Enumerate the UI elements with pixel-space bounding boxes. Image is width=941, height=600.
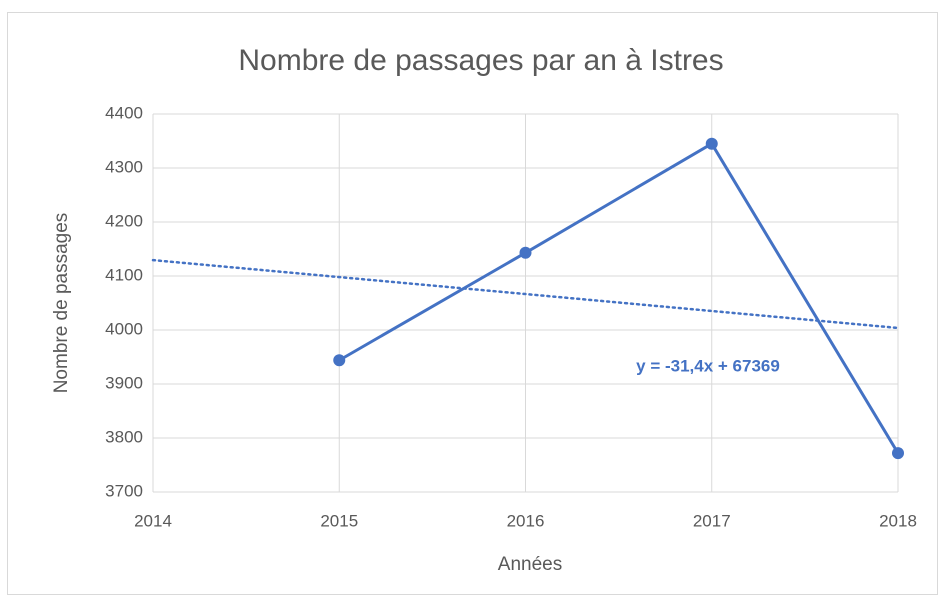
y-tick-label: 4100 xyxy=(105,265,143,284)
x-tick-label: 2014 xyxy=(134,511,172,530)
y-axis-label: Nombre de passages xyxy=(51,213,72,394)
y-tick-label: 3700 xyxy=(105,481,143,500)
x-tick-label: 2018 xyxy=(879,511,917,530)
x-tick-label: 2016 xyxy=(507,511,545,530)
y-tick-label: 4400 xyxy=(105,103,143,122)
x-tick-label: 2017 xyxy=(693,511,731,530)
y-tick-label: 3800 xyxy=(105,427,143,446)
y-tick-label: 4200 xyxy=(105,211,143,230)
chart-title: Nombre de passages par an à Istres xyxy=(238,44,723,77)
y-tick-label: 4000 xyxy=(105,319,143,338)
data-point xyxy=(519,246,532,259)
trendline xyxy=(151,258,900,330)
x-axis-label: Années xyxy=(498,554,562,575)
y-tick-label: 4300 xyxy=(105,157,143,176)
trendline-equation: y = -31,4x + 67369 xyxy=(636,356,780,375)
data-point xyxy=(892,447,904,460)
x-tick-label: 2015 xyxy=(320,511,358,530)
chart-border xyxy=(7,12,938,595)
y-tick-label: 3900 xyxy=(105,373,143,392)
data-point xyxy=(333,354,346,367)
data-point xyxy=(705,137,718,150)
data-line xyxy=(338,141,900,454)
